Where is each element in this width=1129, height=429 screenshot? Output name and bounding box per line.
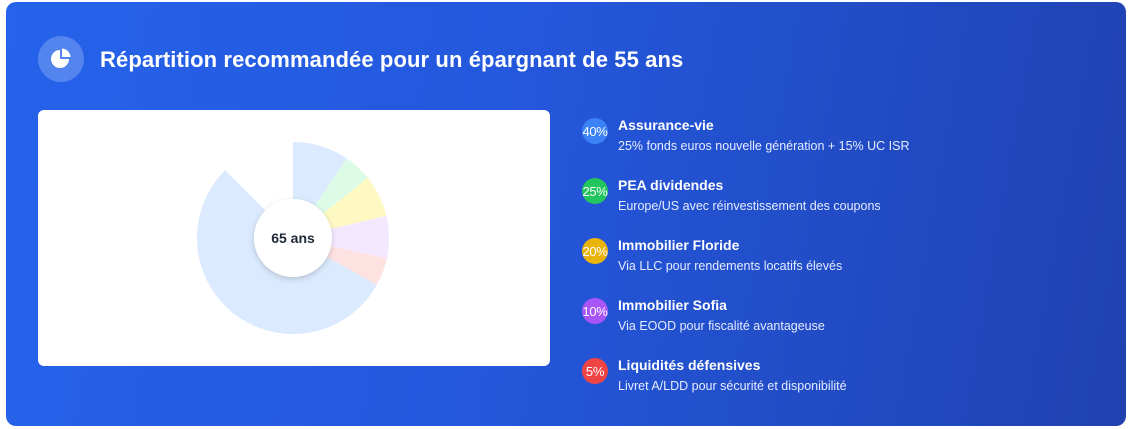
legend-item-description: Europe/US avec réinvestissement des coup… [618, 199, 881, 213]
pie-chart-icon [38, 36, 84, 82]
percentage-badge: 5% [582, 358, 608, 384]
pie-center [254, 199, 332, 277]
legend-item-title: PEA dividendes [618, 177, 724, 193]
legend-item-title: Immobilier Sofia [618, 297, 727, 313]
legend-item-immobilier-floride: 20% Immobilier Floride Via LLC pour rend… [578, 234, 1098, 278]
page-title: Répartition recommandée pour un épargnan… [100, 47, 684, 72]
percentage-badge: 20% [582, 238, 608, 264]
legend-item-pea-dividendes: 25% PEA dividendes Europe/US avec réinve… [578, 174, 1098, 218]
legend-item-description: Via EOOD pour fiscalité avantageuse [618, 319, 825, 333]
allocation-card: Répartition recommandée pour un épargnan… [6, 2, 1126, 426]
allocation-pie-chart: 65 ans [197, 142, 389, 334]
percentage-badge: 10% [582, 298, 608, 324]
pie-center-label: 65 ans [271, 230, 315, 246]
legend-item-liquidites-defensives: 5% Liquidités défensives Livret A/LDD po… [578, 354, 1098, 398]
legend-item-description: 25% fonds euros nouvelle génération + 15… [618, 139, 910, 153]
legend-item-description: Livret A/LDD pour sécurité et disponibil… [618, 379, 847, 393]
legend-item-immobilier-sofia: 10% Immobilier Sofia Via EOOD pour fisca… [578, 294, 1098, 338]
legend-item-description: Via LLC pour rendements locatifs élevés [618, 259, 843, 273]
percentage-badge: 40% [582, 118, 608, 144]
legend-item-title: Immobilier Floride [618, 237, 740, 253]
pie-slice-4 [293, 215, 389, 259]
percentage-badge: 25% [582, 178, 608, 204]
legend-item-assurance-vie: 40% Assurance-vie 25% fonds euros nouvel… [578, 114, 1098, 158]
legend-item-title: Assurance-vie [618, 117, 714, 133]
legend-item-title: Liquidités défensives [618, 357, 761, 373]
chart-panel: 65 ans [38, 110, 550, 366]
